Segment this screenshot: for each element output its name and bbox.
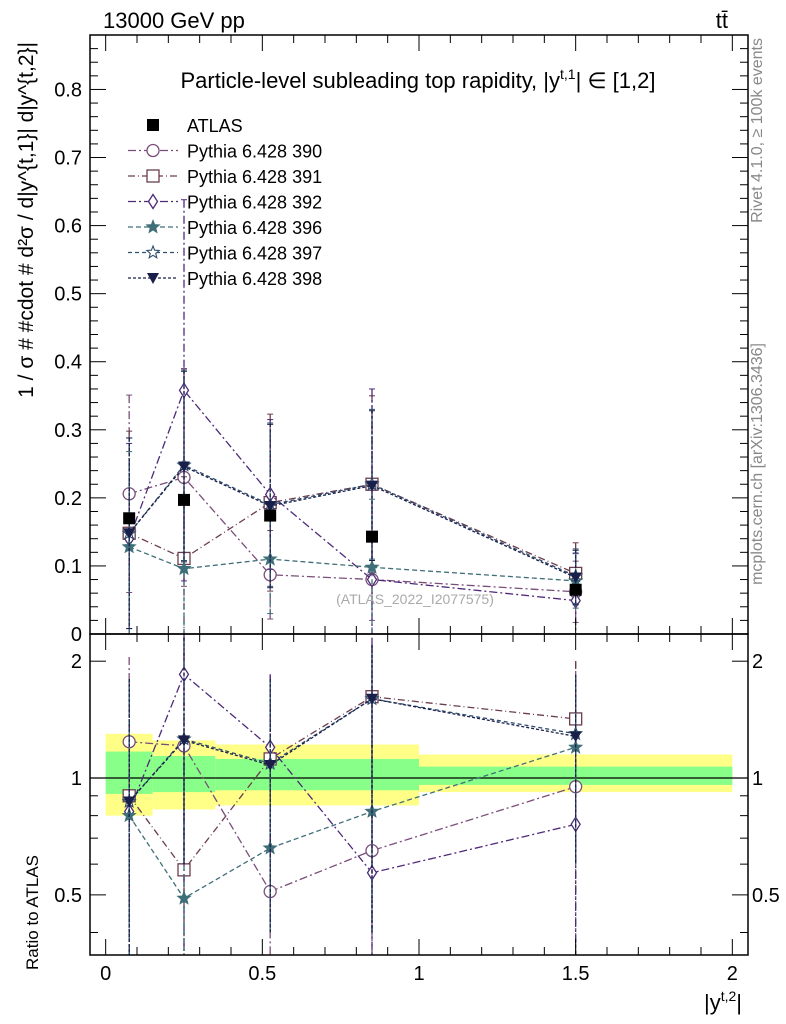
ratio-xtick-label: 0.5 (248, 963, 276, 985)
legend-marker-p392 (147, 193, 159, 210)
ratio-line-p391 (128, 696, 576, 871)
main-ytick-label: 0 (71, 624, 82, 646)
ratio-point-p398 (178, 735, 190, 747)
series-line-p397 (128, 464, 576, 577)
legend-label-p397: Pythia 6.428 397 (187, 244, 322, 264)
legend: ATLAS Pythia 6.428 390 Pythia 6.428 391 Pyt… (128, 116, 322, 289)
main-ytick-label: 0.6 (54, 216, 82, 238)
ratio-point-p398 (123, 796, 136, 808)
legend-marker-atlas (147, 119, 159, 131)
point-p398 (264, 501, 277, 513)
ratio-point-p398 (366, 693, 378, 705)
ratio-ytick-label-right: 1 (752, 768, 763, 790)
main-ytick-label: 0.5 (54, 284, 82, 306)
ratio-ytick-label-left: 0.5 (54, 885, 82, 907)
ratio-ytick-label-left: 2 (71, 651, 82, 673)
series-p397 (121, 369, 584, 630)
rivet-label: Rivet 4.1.0, ≥ 100k events (749, 38, 766, 223)
legend-label-p392: Pythia 6.428 392 (187, 193, 322, 213)
legend-label-p390: Pythia 6.428 390 (187, 142, 322, 162)
legend-label-p391: Pythia 6.428 391 (187, 167, 322, 187)
series-p390 (122, 368, 583, 623)
point-atlas (123, 512, 136, 525)
point-atlas (178, 493, 190, 506)
legend-marker-p397 (145, 244, 161, 260)
point-p396 (364, 559, 380, 574)
legend-label-atlas: ATLAS (187, 116, 243, 136)
header-right: tt̄ (716, 8, 728, 33)
ratio-ylabel: Ratio to ATLAS (23, 855, 42, 970)
legend-marker-p390 (146, 143, 160, 158)
point-atlas (569, 583, 582, 596)
watermark: (ATLAS_2022_I2077575) (336, 591, 494, 607)
point-atlas (264, 509, 277, 522)
point-p398 (123, 528, 136, 540)
series-line-p390 (129, 476, 576, 593)
ratio-xtick-label: 0 (100, 963, 111, 985)
series-line-p392 (128, 389, 576, 602)
legend-label-p398: Pythia 6.428 398 (187, 269, 322, 289)
ratio-xtick-label: 1 (413, 963, 424, 985)
ratio-ytick-label-right: 2 (752, 651, 763, 673)
chart-title: Particle-level subleading top rapidity, … (181, 66, 656, 93)
ratio-series-p398 (123, 637, 582, 955)
ratio-ytick-label-left: 1 (71, 768, 82, 790)
main-ytick-label: 0.1 (54, 556, 82, 578)
legend-marker-p391 (146, 169, 160, 183)
main-ytick-label: 0.2 (54, 488, 82, 510)
ratio-xtick-label: 2 (727, 963, 738, 985)
ratio-ytick-label-right: 0.5 (752, 885, 780, 907)
ratio-line-p396 (128, 746, 576, 900)
legend-marker-p398 (147, 273, 159, 284)
main-ylabel: 1 / σ # #cdot # d²σ / d|y^{t,1}| d|y^{t,… (15, 42, 38, 398)
point-p398 (178, 461, 190, 473)
main-ytick-label: 0.3 (54, 420, 82, 442)
ratio-series-group (121, 634, 584, 955)
ratio-point-p398 (569, 731, 582, 743)
main-ytick-label: 0.4 (54, 352, 82, 374)
series-atlas (123, 493, 582, 596)
point-atlas (366, 530, 378, 543)
ratio-xtick-label: 1.5 (562, 963, 590, 985)
series-p392 (123, 199, 581, 635)
point-p398 (569, 572, 582, 584)
point-p398 (366, 480, 378, 492)
legend-marker-p396 (145, 218, 161, 234)
main-ytick-label: 0.8 (54, 79, 82, 101)
header-left: 13000 GeV pp (103, 8, 245, 33)
ratio-xlabel: |yt,2| (704, 988, 742, 1015)
ratio-point-p398 (264, 760, 277, 772)
legend-label-p396: Pythia 6.428 396 (187, 218, 322, 238)
series-p398 (123, 370, 582, 630)
series-line-p391 (128, 483, 576, 574)
series-line-p398 (128, 465, 576, 579)
ratio-point-p396 (176, 890, 192, 905)
main-ytick-label: 0.7 (54, 148, 82, 170)
mcplots-label: mcplots.cern.ch [arXiv:1306.3436] (749, 343, 766, 585)
main-series-group (121, 199, 584, 635)
point-p396 (176, 560, 192, 576)
